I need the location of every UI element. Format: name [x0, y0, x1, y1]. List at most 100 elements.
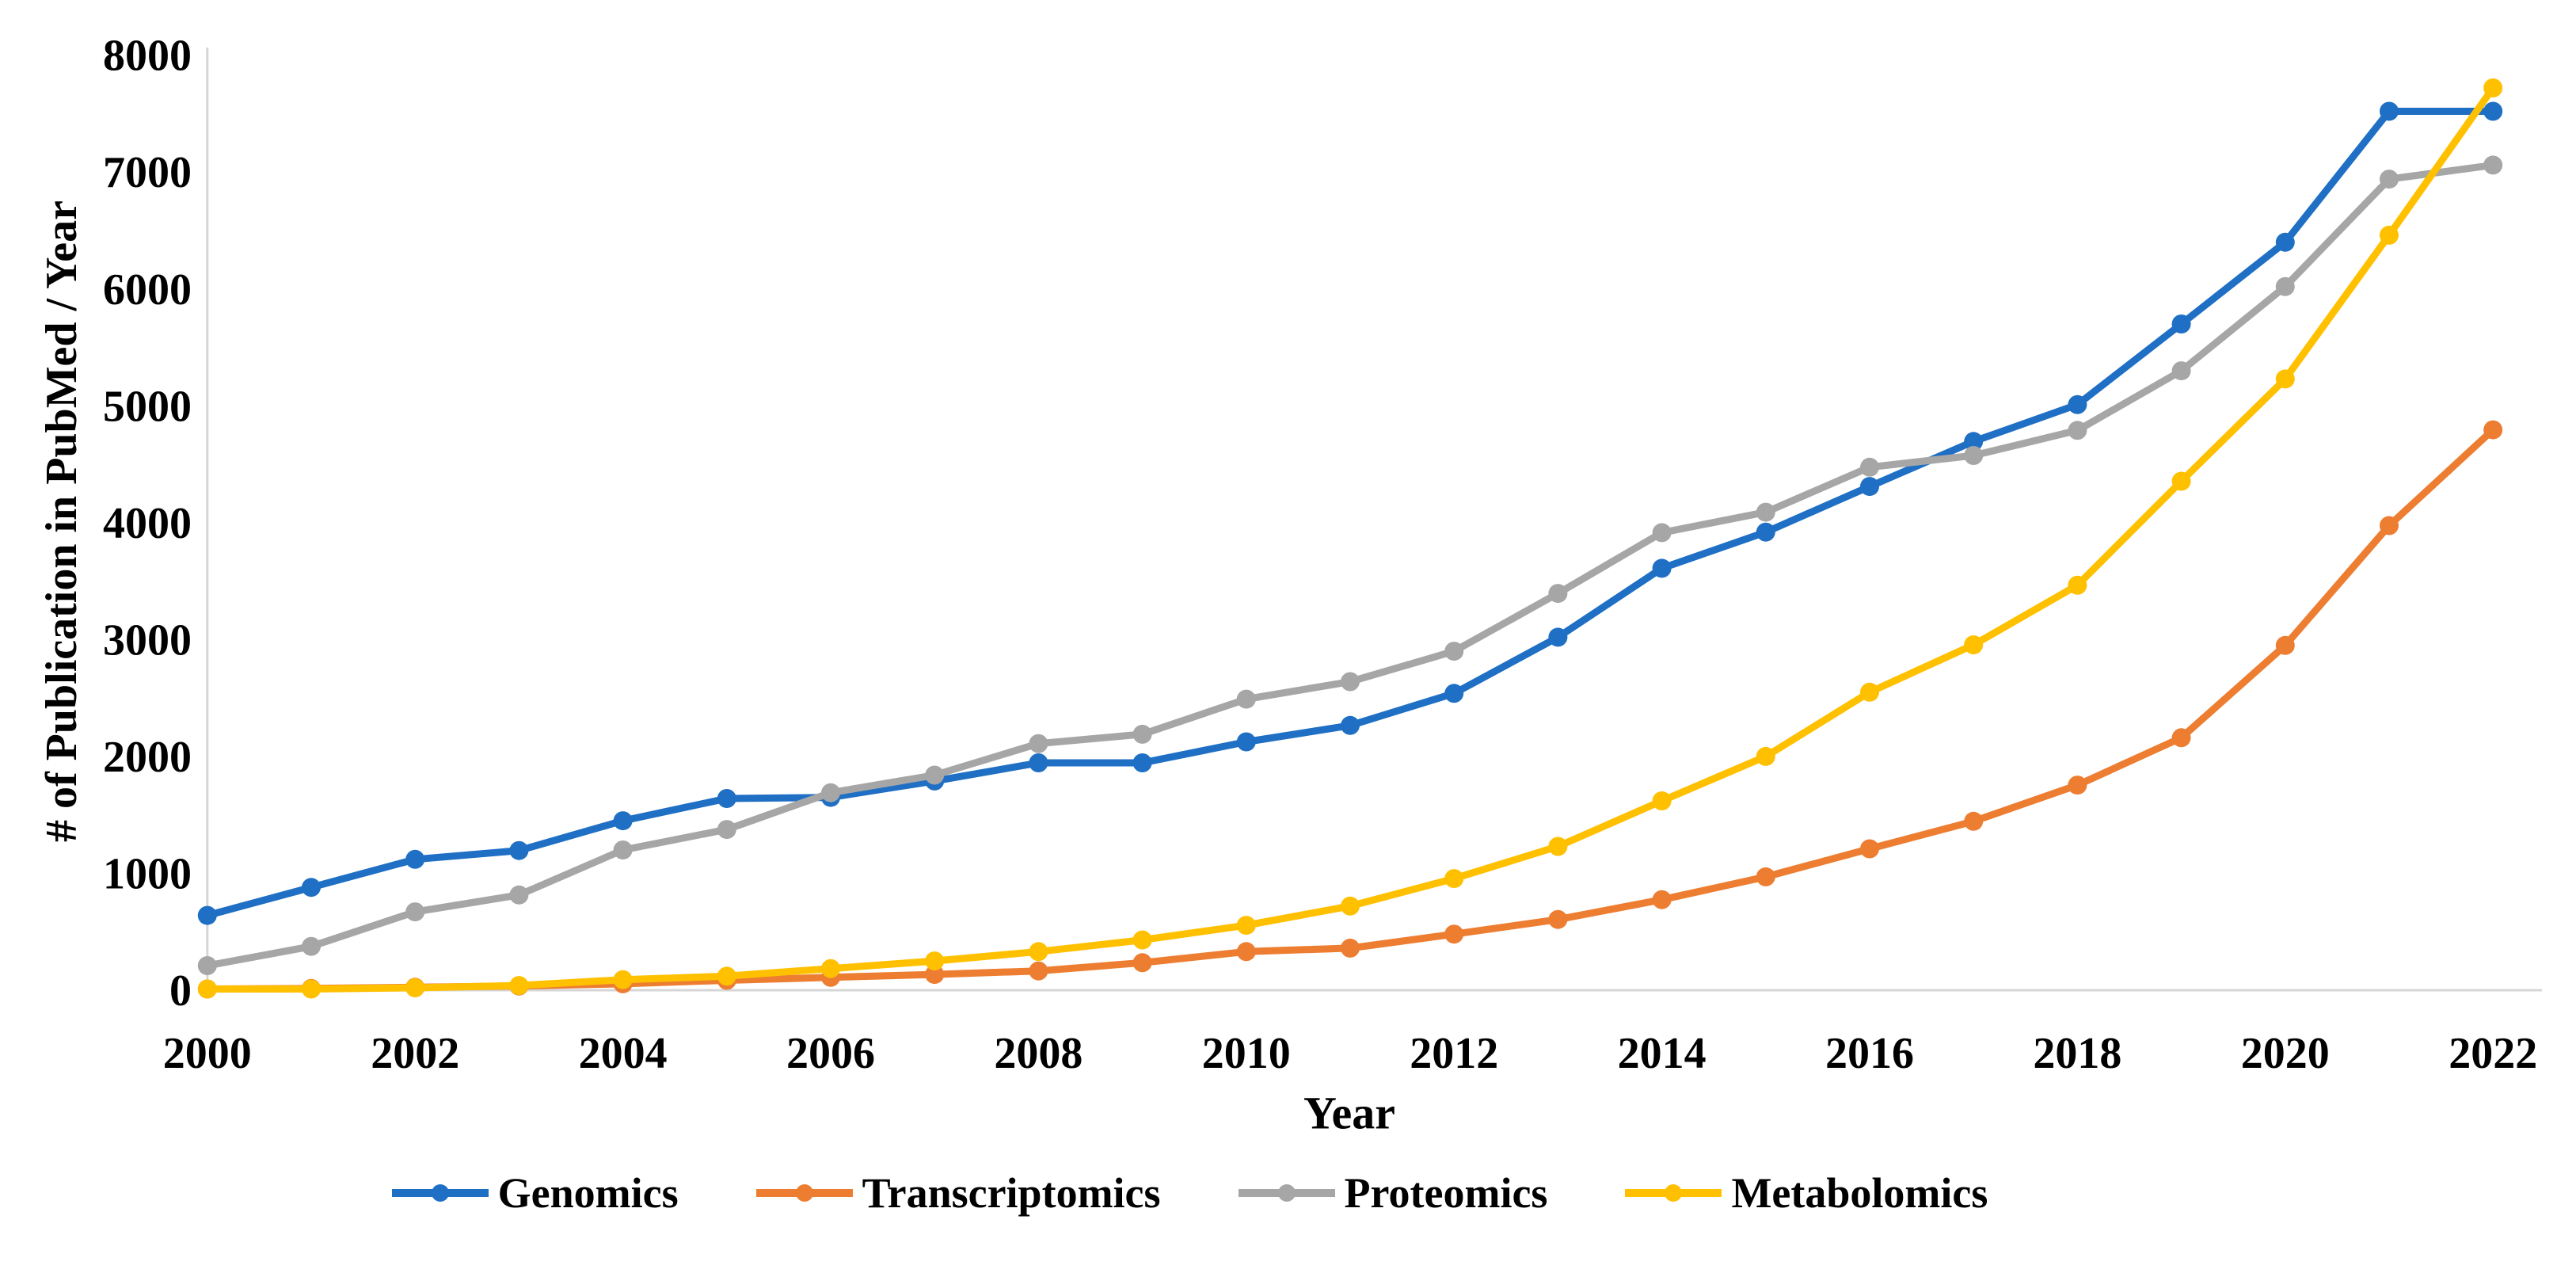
data-point-metabolomics — [2275, 369, 2295, 389]
data-point-metabolomics — [1756, 746, 1775, 766]
data-point-metabolomics — [302, 979, 321, 999]
data-point-proteomics — [1860, 457, 1879, 477]
data-point-proteomics — [2068, 421, 2087, 440]
data-point-proteomics — [821, 783, 840, 802]
data-point-genomics — [405, 849, 425, 869]
data-point-transcriptomics — [2275, 635, 2295, 655]
legend-item-metabolomics: Metabolomics — [1623, 1168, 1988, 1218]
data-point-genomics — [1860, 477, 1879, 497]
data-point-transcriptomics — [2068, 776, 2087, 795]
transcriptomics-line-marker-icon — [755, 1184, 853, 1202]
data-point-genomics — [2171, 314, 2191, 333]
data-point-metabolomics — [1236, 916, 1256, 936]
data-point-genomics — [717, 789, 736, 808]
data-point-metabolomics — [1860, 682, 1879, 702]
y-tick-label: 7000 — [103, 148, 192, 197]
data-point-genomics — [509, 840, 529, 860]
x-axis-title: Year — [1303, 1087, 1395, 1139]
data-point-metabolomics — [1029, 942, 1048, 962]
proteomics-line-marker-icon — [1238, 1184, 1335, 1202]
x-tick-label: 2006 — [786, 1029, 875, 1078]
y-tick-label: 2000 — [103, 733, 192, 782]
data-point-proteomics — [925, 765, 945, 785]
data-point-proteomics — [717, 820, 736, 840]
data-point-proteomics — [2171, 361, 2191, 381]
legend-label-genomics: Genomics — [497, 1169, 679, 1217]
x-tick-label: 2012 — [1410, 1029, 1498, 1078]
data-point-metabolomics — [1652, 791, 1672, 810]
legend-label-transcriptomics: Transcriptomics — [862, 1169, 1161, 1217]
data-point-transcriptomics — [1756, 867, 1775, 886]
y-tick-label: 1000 — [103, 849, 192, 898]
data-point-transcriptomics — [925, 965, 945, 985]
data-point-proteomics — [1548, 584, 1568, 604]
data-point-metabolomics — [1548, 837, 1568, 856]
data-point-proteomics — [1132, 724, 1152, 744]
x-tick-label: 2020 — [2241, 1029, 2330, 1078]
y-tick-label: 3000 — [103, 616, 192, 665]
data-point-transcriptomics — [1029, 961, 1048, 981]
data-point-genomics — [1341, 715, 1360, 735]
x-tick-label: 2016 — [1825, 1029, 1914, 1078]
data-point-proteomics — [509, 885, 529, 905]
data-point-genomics — [1756, 522, 1775, 542]
data-point-genomics — [302, 878, 321, 898]
series-line-proteomics — [204, 161, 2497, 970]
data-point-proteomics — [197, 956, 217, 975]
data-point-metabolomics — [509, 976, 529, 996]
data-point-transcriptomics — [1444, 924, 1464, 944]
chart-legend: Genomics Transcriptomics Proteomics Meta… — [0, 1163, 2477, 1223]
data-point-proteomics — [1444, 642, 1464, 661]
data-point-transcriptomics — [1964, 811, 1984, 831]
legend-label-metabolomics: Metabolomics — [1731, 1169, 1988, 1217]
data-point-transcriptomics — [1341, 938, 1360, 958]
data-point-transcriptomics — [1132, 953, 1152, 973]
data-point-genomics — [1444, 684, 1464, 703]
data-point-metabolomics — [2483, 78, 2503, 97]
x-tick-label: 2018 — [2033, 1029, 2121, 1078]
data-point-transcriptomics — [1548, 909, 1568, 929]
data-point-genomics — [197, 905, 217, 925]
data-point-genomics — [1548, 627, 1568, 647]
data-point-proteomics — [2275, 276, 2295, 296]
data-point-genomics — [1132, 753, 1152, 772]
data-point-metabolomics — [717, 966, 736, 986]
data-point-genomics — [1236, 732, 1256, 752]
x-tick-label: 2002 — [371, 1029, 459, 1078]
data-point-genomics — [1964, 432, 1984, 452]
data-point-proteomics — [1964, 446, 1984, 465]
legend-item-genomics: Genomics — [390, 1168, 679, 1218]
data-point-metabolomics — [2380, 225, 2399, 245]
data-point-proteomics — [2380, 170, 2399, 189]
data-point-genomics — [1029, 753, 1048, 772]
data-point-genomics — [2068, 394, 2087, 414]
data-point-metabolomics — [1132, 930, 1152, 950]
y-tick-label: 0 — [169, 966, 192, 1016]
data-point-proteomics — [613, 840, 633, 859]
data-point-transcriptomics — [1652, 890, 1672, 909]
data-point-metabolomics — [613, 970, 633, 989]
data-point-proteomics — [1236, 689, 1256, 709]
x-tick-label: 2000 — [163, 1029, 252, 1078]
data-point-proteomics — [302, 936, 321, 956]
data-point-proteomics — [1341, 672, 1360, 692]
data-point-metabolomics — [1964, 635, 1984, 654]
data-point-genomics — [2483, 101, 2503, 121]
y-tick-label: 5000 — [103, 382, 192, 431]
x-tick-label: 2004 — [579, 1029, 668, 1078]
series-line-metabolomics — [204, 84, 2497, 993]
data-point-transcriptomics — [2380, 516, 2399, 535]
data-point-metabolomics — [197, 979, 217, 999]
data-point-metabolomics — [821, 959, 840, 978]
data-point-transcriptomics — [2171, 728, 2191, 748]
data-point-proteomics — [1756, 502, 1775, 522]
y-axis-title: # of Publication in PubMed / Year — [37, 200, 86, 842]
data-point-transcriptomics — [1860, 839, 1879, 859]
data-point-genomics — [1652, 558, 1672, 578]
data-point-genomics — [2275, 232, 2295, 252]
legend-item-transcriptomics: Transcriptomics — [755, 1168, 1161, 1218]
data-point-transcriptomics — [2483, 420, 2503, 440]
y-tick-label: 8000 — [103, 32, 192, 81]
data-point-genomics — [613, 811, 633, 831]
